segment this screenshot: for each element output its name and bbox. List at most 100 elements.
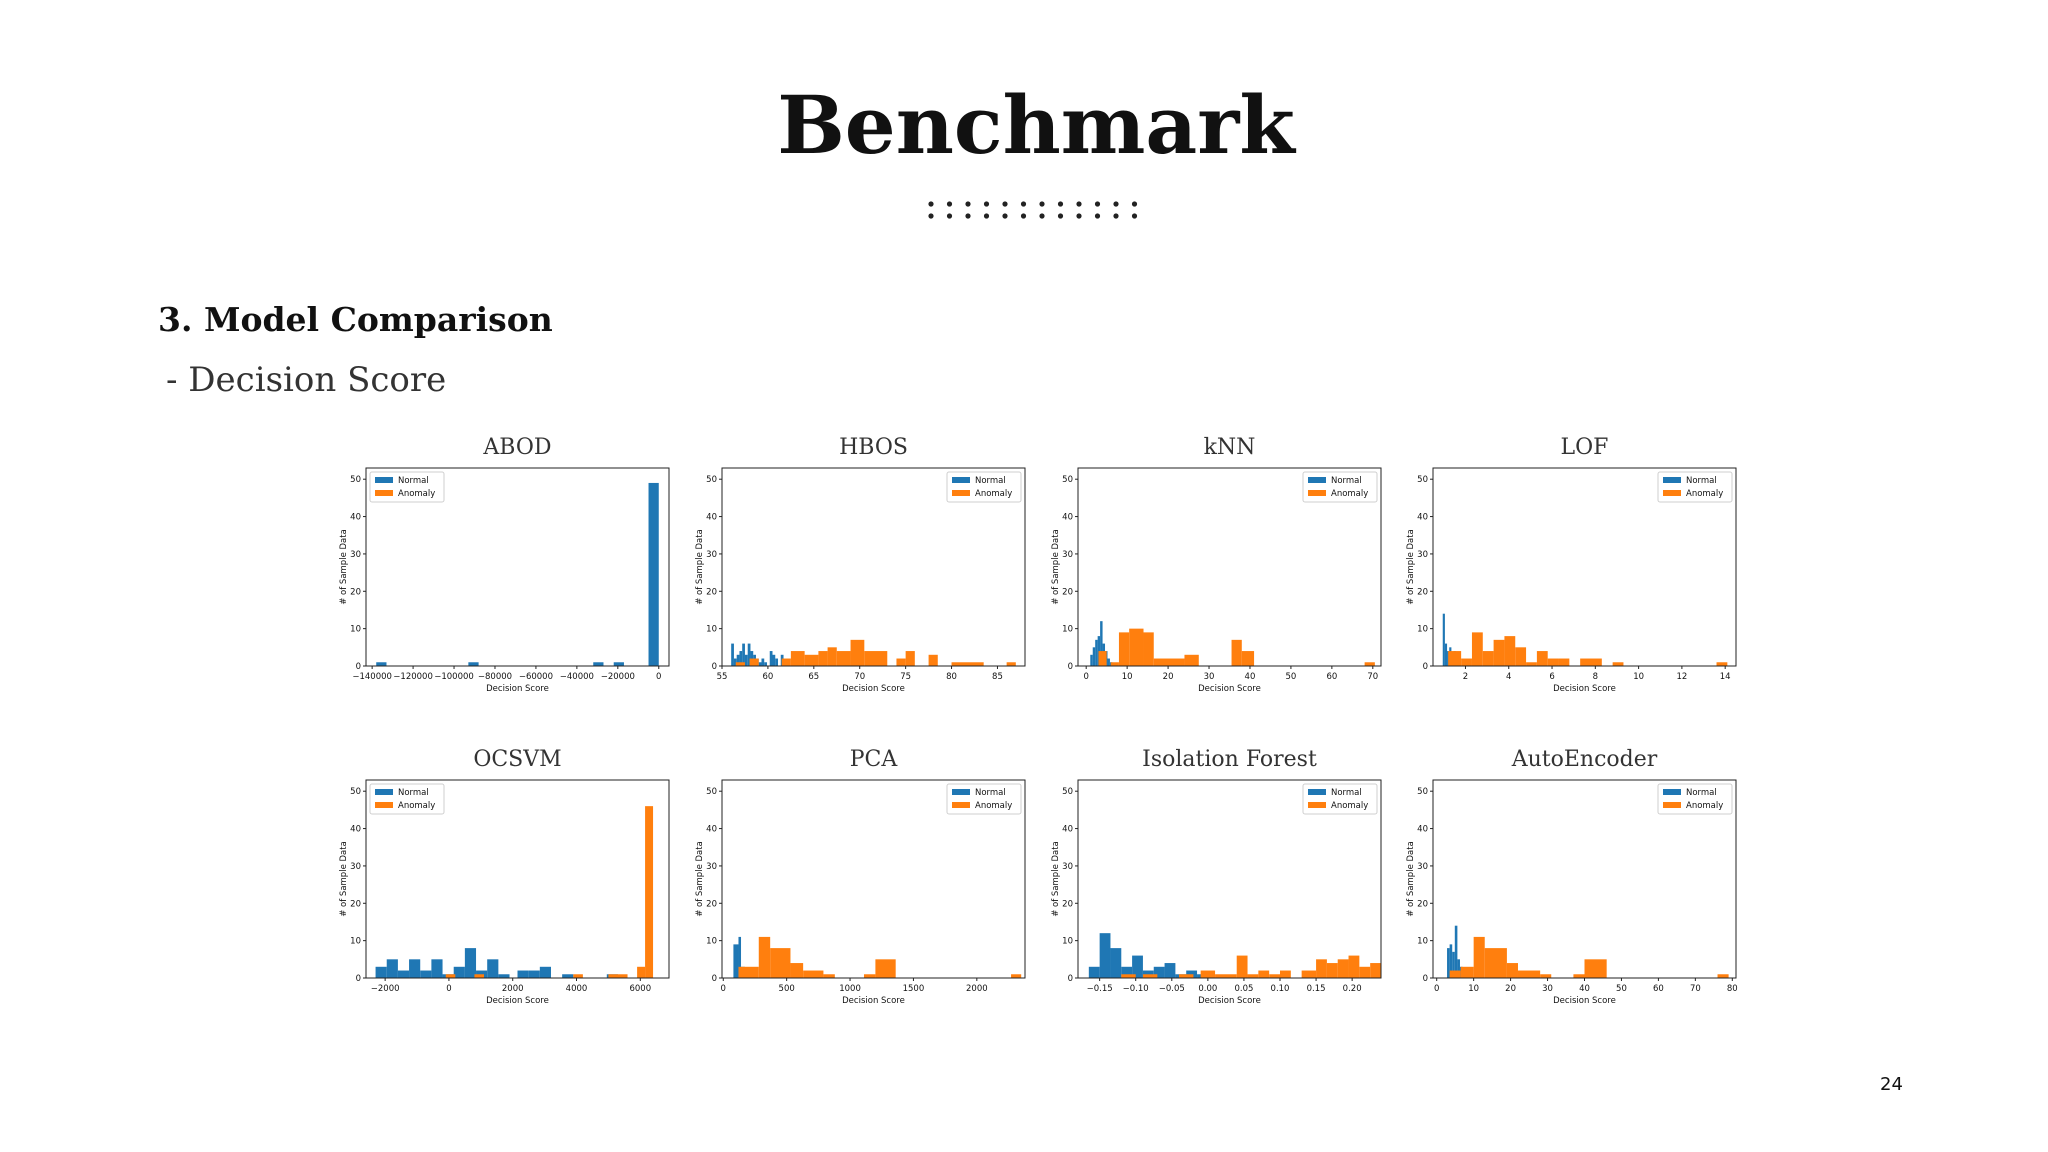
x-tick-label: 65: [808, 672, 819, 682]
x-tick-label: 70: [1690, 984, 1701, 994]
anomaly-bar: [1504, 636, 1516, 666]
normal-bar: [1153, 966, 1165, 978]
anomaly-bar: [1584, 959, 1607, 978]
anomaly-bar: [804, 654, 819, 666]
x-tick-label: 2: [1463, 672, 1468, 682]
x-axis-label: Decision Score: [1553, 684, 1616, 694]
ornament-dot: [983, 201, 990, 207]
x-tick-label: 85: [992, 672, 1003, 682]
anomaly-bar: [1517, 970, 1541, 978]
x-tick-label: −80000: [478, 672, 512, 682]
anomaly-bar: [827, 647, 837, 666]
ornament-dot: [928, 213, 934, 219]
anomaly-bar: [896, 658, 906, 666]
ornament-dot: [1057, 213, 1064, 219]
anomaly-bar: [1337, 959, 1349, 978]
ornament-dot: [1076, 201, 1082, 207]
chart-panel-7: Isolation Forest 0 10 20 30 40 50 −0.15 −0.10 −0.…: [1038, 732, 1408, 1032]
legend-swatch-normal: [1308, 477, 1326, 483]
ornament-dot: [1020, 213, 1027, 219]
normal-bar: [739, 651, 743, 666]
legend-label-anomaly: Anomaly: [975, 489, 1012, 499]
normal-bar: [772, 654, 776, 666]
x-tick-label: 20: [1163, 672, 1174, 682]
anomaly-bar: [928, 654, 938, 666]
y-tick-label: 50: [1417, 475, 1428, 485]
x-tick-label: −0.10: [1123, 984, 1149, 994]
legend-swatch-normal: [1308, 789, 1326, 795]
y-tick-label: 20: [1417, 587, 1428, 597]
y-tick-label: 20: [706, 899, 717, 909]
normal-bar: [386, 959, 398, 978]
anomaly-bar: [1493, 639, 1505, 666]
anomaly-bar: [1540, 974, 1552, 978]
x-tick-label: −0.05: [1159, 984, 1185, 994]
chart-autoencoder: AutoEncoder 0 10 20 30 40 50 0 10 20 30 40 50 60 70 80 D…: [1406, 747, 1738, 1006]
anomaly-bar: [1241, 651, 1255, 666]
normal-bar: [1107, 658, 1110, 666]
normal-bar: [738, 936, 742, 978]
anomaly-bar: [1280, 970, 1291, 978]
x-tick-label: 14: [1720, 672, 1731, 682]
normal-bar: [731, 643, 734, 666]
x-tick-label: 40: [1579, 984, 1590, 994]
anomaly-bar: [1449, 970, 1461, 978]
anomaly-bar: [1359, 966, 1371, 978]
y-tick-label: 30: [1417, 862, 1428, 872]
anomaly-bar: [608, 974, 628, 978]
chart-knn: kNN 0 10 20 30 40 50 0 10 20 30 40 50 60 70 Decision Sc…: [1051, 435, 1382, 694]
normal-bar: [1442, 613, 1445, 666]
chart-title: PCA: [850, 747, 899, 772]
chart-title: LOF: [1561, 435, 1609, 460]
anomaly-bar: [1301, 970, 1317, 978]
legend-swatch-normal: [1663, 477, 1681, 483]
ornament-dot: [1094, 201, 1101, 207]
normal-bar: [453, 966, 465, 978]
plot-frame: [721, 467, 1026, 667]
ornament-dot: [928, 201, 934, 207]
normal-bar: [498, 974, 510, 978]
anomaly-bar: [1536, 651, 1548, 666]
y-tick-label: 50: [1062, 475, 1073, 485]
normal-bar: [517, 970, 529, 978]
normal-bar: [1110, 948, 1122, 978]
normal-bar: [1132, 955, 1143, 978]
normal-bar: [744, 654, 748, 666]
anomaly-bar: [1370, 963, 1381, 978]
plot-frame: [1077, 467, 1382, 667]
chart-panel-8: AutoEncoder 0 10 20 30 40 50 0 10 20 30 40 50 60 70 80 D…: [1393, 732, 1763, 1032]
section-heading: 3. Model Comparison: [158, 300, 553, 339]
anomaly-bar: [1558, 658, 1570, 666]
ornament-dot: [965, 201, 971, 207]
x-tick-label: 2000: [966, 984, 988, 994]
legend-label-anomaly: Anomaly: [398, 489, 435, 499]
legend-swatch-normal: [375, 789, 393, 795]
x-tick-label: 0: [446, 984, 451, 994]
anomaly-bar: [1143, 632, 1154, 666]
y-tick-label: 10: [350, 937, 361, 947]
chart-title: kNN: [1204, 435, 1256, 460]
normal-bar: [562, 974, 574, 978]
anomaly-bar: [1269, 974, 1280, 978]
plot-frame: [1077, 779, 1382, 979]
y-tick-label: 40: [350, 825, 361, 835]
chart-title: HBOS: [839, 435, 908, 460]
chart-abod: ABOD 0 10 20 30 40 50 −140000 −120000 −100000 −800…: [339, 435, 670, 694]
anomaly-bar: [1179, 974, 1194, 978]
ornament-dot: [1076, 213, 1082, 219]
y-axis-label: # of Sample Data: [1406, 529, 1416, 605]
y-tick-label: 20: [1417, 899, 1428, 909]
y-tick-label: 10: [1062, 937, 1073, 947]
y-tick-label: 30: [706, 550, 717, 560]
y-tick-label: 0: [712, 662, 717, 672]
y-tick-label: 20: [706, 587, 717, 597]
legend-label-normal: Normal: [975, 476, 1006, 486]
x-tick-label: −2000: [371, 984, 400, 994]
decorative-dots: [928, 201, 1138, 219]
anomaly-bar: [1364, 662, 1375, 666]
anomaly-bar: [735, 662, 745, 666]
normal-bar: [761, 658, 765, 666]
anomaly-bar: [1258, 970, 1270, 978]
legend-label-normal: Normal: [398, 476, 429, 486]
anomaly-bar: [1716, 662, 1728, 666]
